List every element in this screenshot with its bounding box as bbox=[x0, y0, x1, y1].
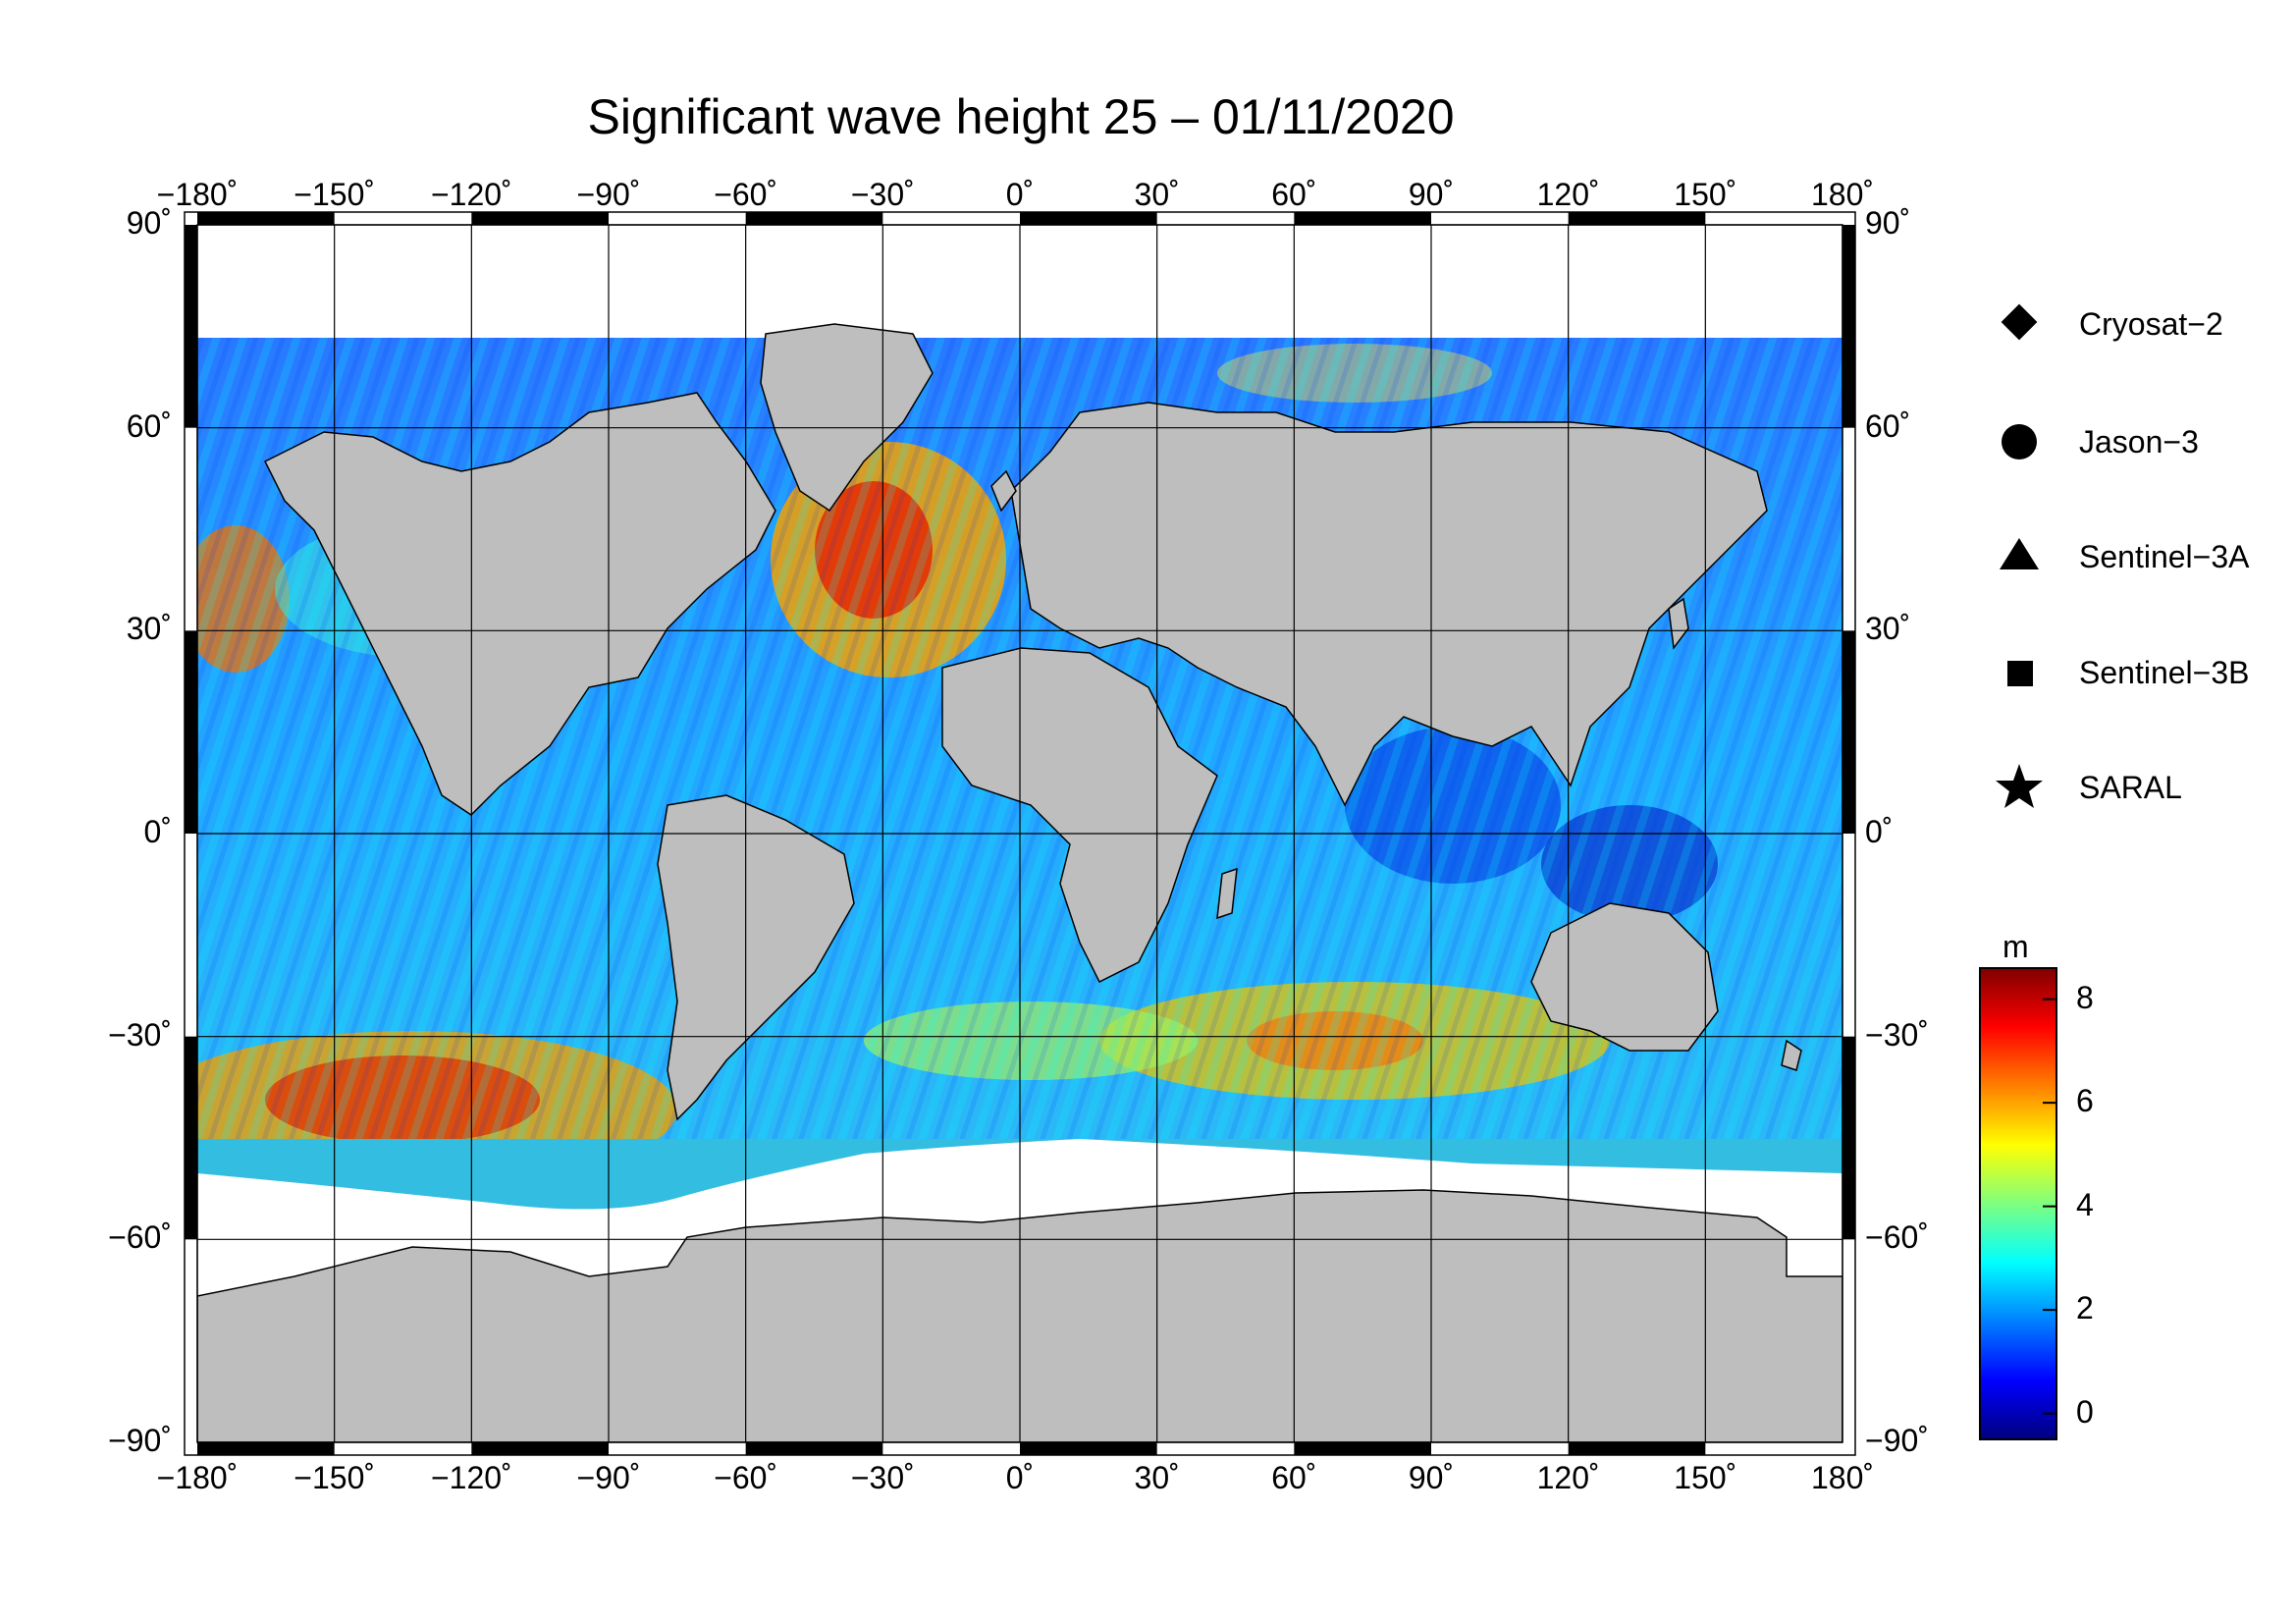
colorbar-gradient bbox=[1979, 967, 2057, 1440]
land-japan bbox=[1668, 597, 1689, 650]
tick-label: 0˚ bbox=[1005, 1460, 1035, 1495]
frame-band-bottom bbox=[471, 1442, 609, 1455]
tick-label: −90˚ bbox=[576, 1460, 641, 1495]
land-madagascar bbox=[1216, 867, 1238, 920]
colorbar-tick-label: 4 bbox=[2076, 1186, 2094, 1222]
colorbar-unit-label: m bbox=[2002, 929, 2029, 964]
tick-label: −180˚ bbox=[156, 177, 239, 212]
tick-label: −150˚ bbox=[294, 1460, 376, 1495]
tick-label: −90˚ bbox=[576, 177, 641, 212]
frame-band-top bbox=[1568, 212, 1706, 225]
legend-label: SARAL bbox=[2079, 769, 2182, 805]
frame-band-left bbox=[185, 1036, 197, 1240]
colorbar-tick-label: 6 bbox=[2076, 1083, 2094, 1119]
tick-label: 180˚ bbox=[1810, 177, 1875, 212]
tick-label: −60˚ bbox=[714, 177, 778, 212]
tick-label: −90˚ bbox=[1865, 1423, 1929, 1458]
tick-label: 30˚ bbox=[1134, 177, 1180, 212]
land-africa bbox=[941, 647, 1218, 984]
frame-band-bottom bbox=[745, 1442, 883, 1455]
tick-label: 60˚ bbox=[126, 407, 172, 444]
tick-label: −30˚ bbox=[850, 1460, 915, 1495]
land-eurasia bbox=[1010, 402, 1768, 807]
frame-band-bottom bbox=[1568, 1442, 1706, 1455]
tick-label: −30˚ bbox=[108, 1016, 172, 1053]
tick-label: 60˚ bbox=[1865, 407, 1911, 444]
colorbar bbox=[1979, 967, 2057, 1440]
tick-label: −60˚ bbox=[1865, 1219, 1929, 1256]
legend-item-saral: SARAL bbox=[1993, 758, 2182, 817]
legend-item-sentinel-3a: Sentinel−3A bbox=[1993, 527, 2249, 586]
legend-symbols bbox=[1996, 303, 2043, 808]
frame-band-top bbox=[197, 212, 335, 225]
tick-label: −120˚ bbox=[430, 1460, 512, 1495]
tick-label: 90˚ bbox=[1408, 1460, 1455, 1495]
legend-label: Sentinel−3A bbox=[2079, 538, 2250, 574]
map-title: Significant wave height 25 – 01/11/2020 bbox=[587, 89, 1455, 144]
frame-band-top bbox=[1294, 212, 1431, 225]
land-south-america bbox=[657, 794, 855, 1121]
frame-band-right bbox=[1842, 225, 1855, 428]
tick-label: 60˚ bbox=[1271, 1460, 1317, 1495]
square-icon bbox=[2007, 661, 2033, 686]
tick-label: −90˚ bbox=[108, 1423, 172, 1458]
colorbar-tick-label: 8 bbox=[2076, 979, 2094, 1015]
legend-item-sentinel-3b: Sentinel−3B bbox=[1993, 643, 2249, 702]
tick-label: −60˚ bbox=[108, 1219, 172, 1256]
frame-band-bottom bbox=[1020, 1442, 1157, 1455]
tick-label: 90˚ bbox=[1408, 177, 1455, 212]
tick-label: −30˚ bbox=[1865, 1016, 1929, 1053]
colorbar-tick-label: 0 bbox=[2076, 1393, 2094, 1430]
land-greenland bbox=[760, 323, 934, 513]
frame-band-left bbox=[185, 225, 197, 428]
tick-label: 90˚ bbox=[126, 205, 172, 241]
tick-label: 120˚ bbox=[1536, 177, 1600, 212]
tick-label: 0˚ bbox=[1005, 177, 1035, 212]
land-north-america bbox=[263, 392, 776, 816]
tick-label: 180˚ bbox=[1810, 1460, 1875, 1495]
tick-label: 90˚ bbox=[1865, 205, 1911, 241]
tick-label: 30˚ bbox=[1865, 611, 1911, 647]
tick-label: −180˚ bbox=[156, 1460, 239, 1495]
frame-band-top bbox=[745, 212, 883, 225]
frame-band-right bbox=[1842, 630, 1855, 834]
tick-label: −150˚ bbox=[294, 177, 376, 212]
tick-label: 0˚ bbox=[1865, 814, 1894, 849]
legend-item-jason: Jason−3 bbox=[1993, 412, 2199, 471]
diamond-icon bbox=[2001, 303, 2038, 341]
frame-band-bottom bbox=[197, 1442, 335, 1455]
frame-band-bottom bbox=[1294, 1442, 1431, 1455]
tick-label: 120˚ bbox=[1536, 1460, 1600, 1495]
tick-label: 60˚ bbox=[1271, 177, 1317, 212]
frame-band-top bbox=[1020, 212, 1157, 225]
star-icon bbox=[1996, 764, 2043, 808]
frame-band-top bbox=[471, 212, 609, 225]
tick-label: 150˚ bbox=[1674, 177, 1737, 212]
circle-icon bbox=[2002, 424, 2037, 460]
tick-label: −120˚ bbox=[430, 177, 512, 212]
tick-label: −30˚ bbox=[850, 177, 915, 212]
legend-label: Sentinel−3B bbox=[2079, 654, 2250, 690]
colorbar-tick-label: 2 bbox=[2076, 1290, 2094, 1326]
map-frame bbox=[184, 211, 1856, 1456]
land-uk bbox=[990, 469, 1017, 513]
legend-label: Cryosat−2 bbox=[2079, 305, 2223, 342]
land-australia bbox=[1530, 902, 1719, 1052]
frame-band-left bbox=[185, 630, 197, 834]
land-new-zealand bbox=[1781, 1039, 1802, 1071]
legend-label: Jason−3 bbox=[2079, 423, 2199, 460]
tick-label: 0˚ bbox=[143, 814, 172, 849]
legend-item-cryosat: Cryosat−2 bbox=[1993, 295, 2223, 353]
triangle-icon bbox=[2000, 538, 2039, 569]
tick-label: 150˚ bbox=[1674, 1460, 1737, 1495]
tick-label: 30˚ bbox=[1134, 1460, 1180, 1495]
colorbar-ticks bbox=[2043, 998, 2056, 1415]
tick-label: −60˚ bbox=[714, 1460, 778, 1495]
tick-label: 30˚ bbox=[126, 611, 172, 647]
frame-band-right bbox=[1842, 1036, 1855, 1240]
